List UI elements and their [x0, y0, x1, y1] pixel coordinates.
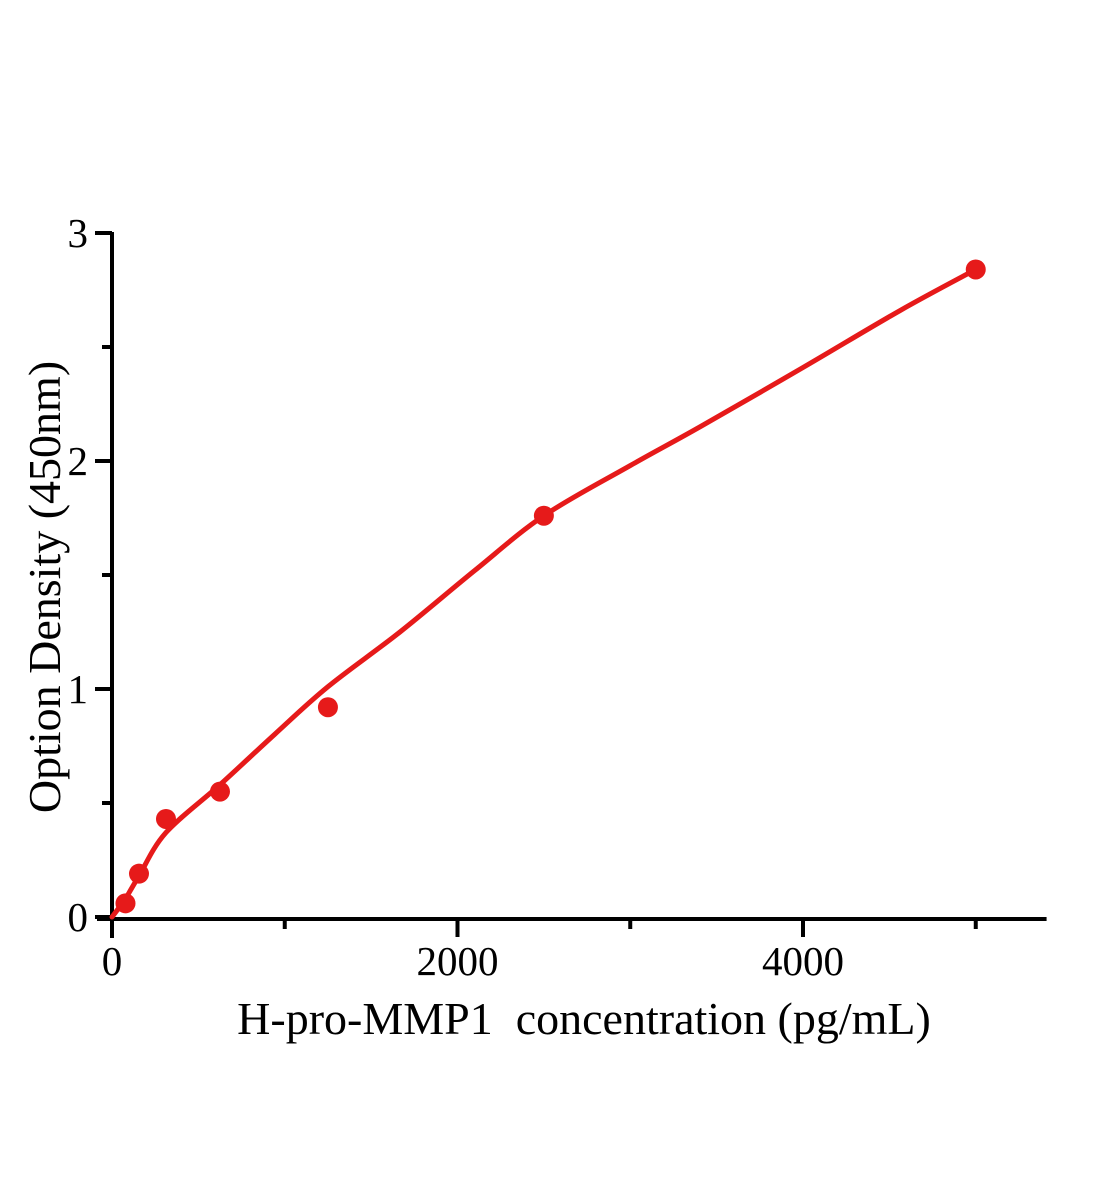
x-axis-title: H-pro-MMP1 concentration (pg/mL) [237, 993, 931, 1044]
y-tick-label: 3 [68, 210, 89, 256]
y-axis-title: Option Density (450nm) [19, 360, 70, 814]
data-point [317, 697, 338, 718]
y-tick-label: 0 [68, 894, 89, 940]
y-tick-label: 2 [68, 438, 89, 484]
y-tick-label: 1 [68, 666, 89, 712]
x-tick-label: 0 [102, 938, 123, 984]
data-point [115, 893, 136, 914]
fitted-curve [109, 266, 979, 920]
data-point [155, 808, 176, 829]
x-tick-label: 4000 [762, 938, 844, 984]
data-point [965, 259, 986, 280]
x-tick-label: 2000 [417, 938, 499, 984]
data-point [209, 781, 230, 802]
data-point [128, 863, 149, 884]
data-point [533, 505, 554, 526]
